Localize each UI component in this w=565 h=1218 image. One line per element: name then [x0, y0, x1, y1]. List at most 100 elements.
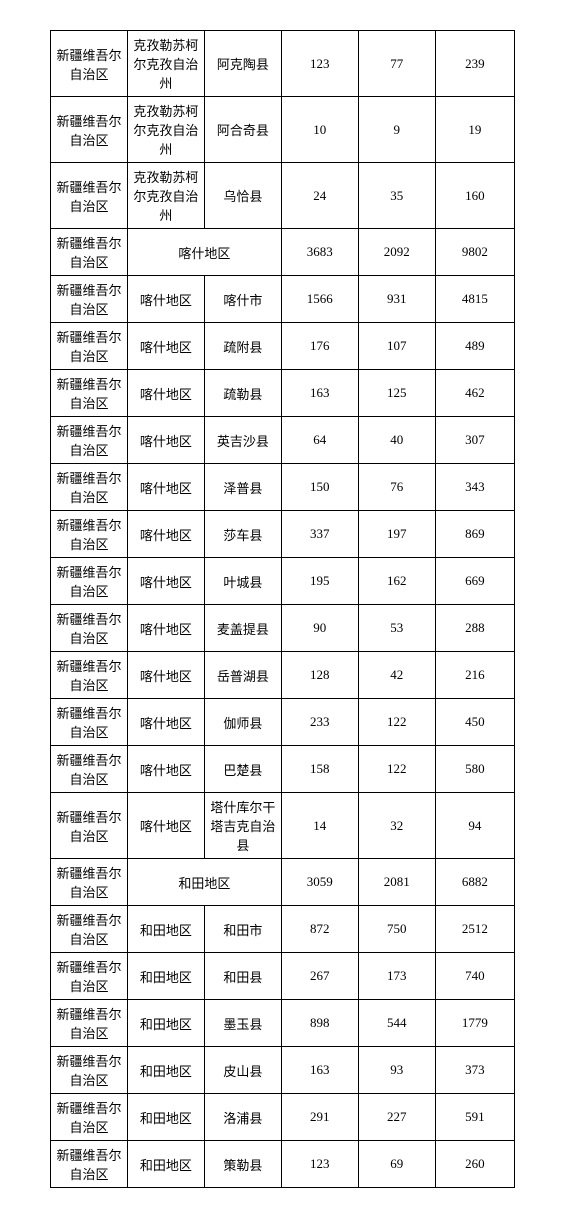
table-cell: 和田地区 — [127, 1000, 204, 1047]
table-cell: 喀什地区 — [127, 417, 204, 464]
table-cell: 307 — [435, 417, 514, 464]
table-row: 新疆维吾尔自治区克孜勒苏柯尔克孜自治州阿克陶县12377239 — [51, 31, 515, 97]
table-cell: 伽师县 — [204, 699, 281, 746]
table-cell: 173 — [358, 953, 435, 1000]
table-cell: 麦盖提县 — [204, 605, 281, 652]
table-body: 新疆维吾尔自治区克孜勒苏柯尔克孜自治州阿克陶县12377239新疆维吾尔自治区克… — [51, 31, 515, 1188]
table-cell: 泽普县 — [204, 464, 281, 511]
table-row: 新疆维吾尔自治区克孜勒苏柯尔克孜自治州乌恰县2435160 — [51, 163, 515, 229]
table-cell: 和田地区 — [127, 859, 281, 906]
table-cell: 898 — [281, 1000, 358, 1047]
table-cell: 和田市 — [204, 906, 281, 953]
data-table: 新疆维吾尔自治区克孜勒苏柯尔克孜自治州阿克陶县12377239新疆维吾尔自治区克… — [50, 30, 515, 1188]
table-row: 新疆维吾尔自治区和田地区皮山县16393373 — [51, 1047, 515, 1094]
table-cell: 42 — [358, 652, 435, 699]
table-cell: 462 — [435, 370, 514, 417]
table-cell: 260 — [435, 1141, 514, 1188]
table-cell: 喀什地区 — [127, 746, 204, 793]
table-cell: 77 — [358, 31, 435, 97]
table-cell: 新疆维吾尔自治区 — [51, 746, 128, 793]
table-cell: 291 — [281, 1094, 358, 1141]
table-cell: 869 — [435, 511, 514, 558]
table-cell: 克孜勒苏柯尔克孜自治州 — [127, 163, 204, 229]
table-cell: 策勒县 — [204, 1141, 281, 1188]
table-cell: 新疆维吾尔自治区 — [51, 163, 128, 229]
table-cell: 2512 — [435, 906, 514, 953]
table-cell: 669 — [435, 558, 514, 605]
table-row: 新疆维吾尔自治区喀什地区泽普县15076343 — [51, 464, 515, 511]
table-cell: 3683 — [281, 229, 358, 276]
table-row: 新疆维吾尔自治区喀什地区莎车县337197869 — [51, 511, 515, 558]
table-row: 新疆维吾尔自治区喀什地区麦盖提县9053288 — [51, 605, 515, 652]
table-row: 新疆维吾尔自治区喀什地区伽师县233122450 — [51, 699, 515, 746]
table-cell: 和田地区 — [127, 906, 204, 953]
table-row: 新疆维吾尔自治区喀什地区塔什库尔干塔吉克自治县143294 — [51, 793, 515, 859]
table-cell: 35 — [358, 163, 435, 229]
table-cell: 新疆维吾尔自治区 — [51, 417, 128, 464]
table-row: 新疆维吾尔自治区和田地区和田县267173740 — [51, 953, 515, 1000]
table-cell: 24 — [281, 163, 358, 229]
table-cell: 6882 — [435, 859, 514, 906]
table-cell: 163 — [281, 1047, 358, 1094]
table-cell: 580 — [435, 746, 514, 793]
table-row: 新疆维吾尔自治区和田地区和田市8727502512 — [51, 906, 515, 953]
table-cell: 450 — [435, 699, 514, 746]
table-cell: 267 — [281, 953, 358, 1000]
table-cell: 343 — [435, 464, 514, 511]
table-cell: 197 — [358, 511, 435, 558]
table-cell: 和田地区 — [127, 1141, 204, 1188]
table-cell: 喀什地区 — [127, 229, 281, 276]
table-cell: 新疆维吾尔自治区 — [51, 1047, 128, 1094]
table-cell: 740 — [435, 953, 514, 1000]
table-cell: 新疆维吾尔自治区 — [51, 906, 128, 953]
table-cell: 新疆维吾尔自治区 — [51, 229, 128, 276]
table-cell: 克孜勒苏柯尔克孜自治州 — [127, 97, 204, 163]
table-cell: 阿合奇县 — [204, 97, 281, 163]
table-cell: 新疆维吾尔自治区 — [51, 859, 128, 906]
table-cell: 373 — [435, 1047, 514, 1094]
table-cell: 巴楚县 — [204, 746, 281, 793]
table-cell: 544 — [358, 1000, 435, 1047]
table-cell: 阿克陶县 — [204, 31, 281, 97]
table-cell: 123 — [281, 31, 358, 97]
table-cell: 新疆维吾尔自治区 — [51, 699, 128, 746]
table-cell: 洛浦县 — [204, 1094, 281, 1141]
table-cell: 喀什地区 — [127, 276, 204, 323]
table-cell: 3059 — [281, 859, 358, 906]
table-cell: 69 — [358, 1141, 435, 1188]
table-cell: 160 — [435, 163, 514, 229]
table-cell: 9 — [358, 97, 435, 163]
table-cell: 1779 — [435, 1000, 514, 1047]
table-cell: 32 — [358, 793, 435, 859]
table-cell: 1566 — [281, 276, 358, 323]
table-cell: 喀什地区 — [127, 511, 204, 558]
table-cell: 和田地区 — [127, 953, 204, 1000]
table-cell: 931 — [358, 276, 435, 323]
table-cell: 叶城县 — [204, 558, 281, 605]
table-cell: 新疆维吾尔自治区 — [51, 511, 128, 558]
table-cell: 128 — [281, 652, 358, 699]
table-cell: 40 — [358, 417, 435, 464]
table-cell: 94 — [435, 793, 514, 859]
table-row: 新疆维吾尔自治区喀什地区疏勒县163125462 — [51, 370, 515, 417]
table-cell: 新疆维吾尔自治区 — [51, 558, 128, 605]
table-cell: 10 — [281, 97, 358, 163]
table-cell: 新疆维吾尔自治区 — [51, 97, 128, 163]
table-cell: 750 — [358, 906, 435, 953]
table-cell: 新疆维吾尔自治区 — [51, 652, 128, 699]
table-cell: 疏附县 — [204, 323, 281, 370]
table-cell: 和田地区 — [127, 1047, 204, 1094]
table-row: 新疆维吾尔自治区喀什地区叶城县195162669 — [51, 558, 515, 605]
table-cell: 新疆维吾尔自治区 — [51, 323, 128, 370]
table-cell: 19 — [435, 97, 514, 163]
table-cell: 872 — [281, 906, 358, 953]
table-cell: 162 — [358, 558, 435, 605]
table-cell: 喀什地区 — [127, 464, 204, 511]
table-row: 新疆维吾尔自治区和田地区策勒县12369260 — [51, 1141, 515, 1188]
table-cell: 喀什地区 — [127, 323, 204, 370]
table-cell: 122 — [358, 699, 435, 746]
table-cell: 新疆维吾尔自治区 — [51, 31, 128, 97]
table-cell: 150 — [281, 464, 358, 511]
table-row: 新疆维吾尔自治区喀什地区英吉沙县6440307 — [51, 417, 515, 464]
table-cell: 皮山县 — [204, 1047, 281, 1094]
